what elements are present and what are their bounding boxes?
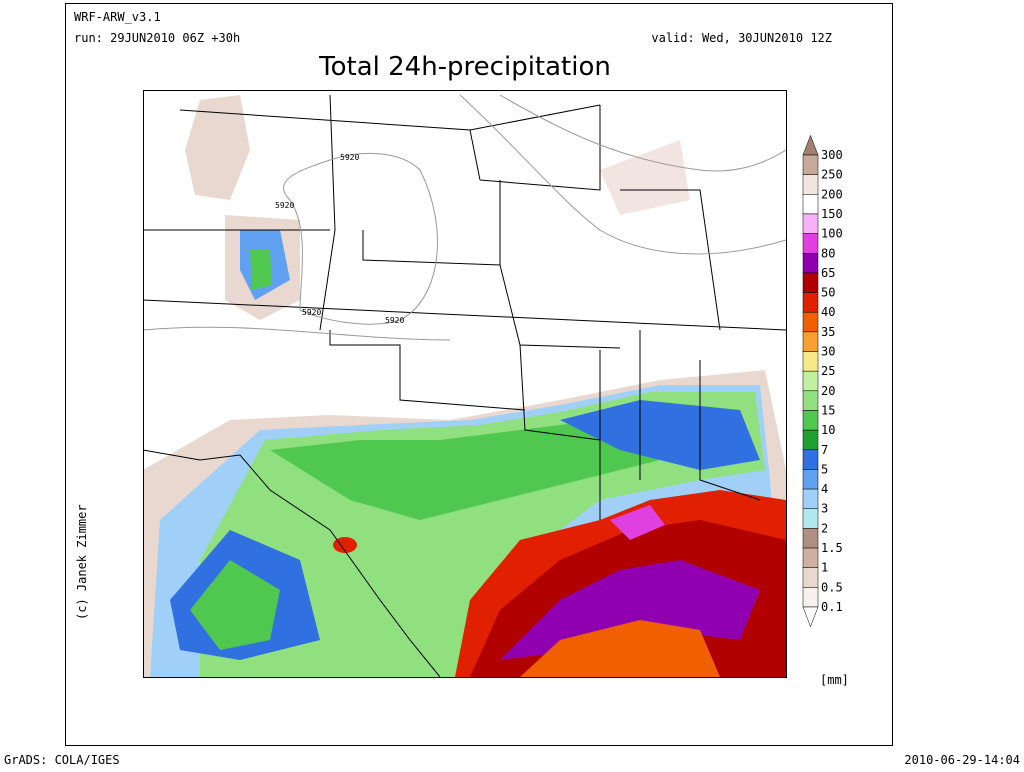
contour-label: 5920 bbox=[340, 153, 359, 162]
precip-area bbox=[560, 400, 760, 470]
colorbar-label: 25 bbox=[821, 364, 835, 378]
colorbar-label: 300 bbox=[821, 148, 843, 162]
colorbar-cell bbox=[802, 292, 819, 313]
colorbar-label: 7 bbox=[821, 443, 828, 457]
colorbar-cell bbox=[802, 567, 819, 588]
colorbar-cell bbox=[802, 272, 819, 293]
colorbar-label: 100 bbox=[821, 227, 843, 241]
valid-time: valid: Wed, 30JUN2010 12Z bbox=[651, 31, 832, 45]
colorbar-label: 0.5 bbox=[821, 580, 843, 594]
unit-label: [mm] bbox=[820, 673, 849, 687]
colorbar-label: 4 bbox=[821, 482, 828, 496]
colorbar-label: 30 bbox=[821, 345, 835, 359]
colorbar-label: 1 bbox=[821, 561, 828, 575]
colorbar-cell bbox=[802, 469, 819, 490]
colorbar-cell bbox=[802, 213, 819, 234]
precip-area bbox=[190, 560, 280, 650]
colorbar-cell bbox=[802, 449, 819, 470]
colorbar-cell bbox=[802, 410, 819, 431]
colorbar-label: 35 bbox=[821, 325, 835, 339]
colorbar-cell bbox=[802, 547, 819, 568]
precip-area bbox=[500, 560, 760, 660]
colorbar-cell bbox=[802, 429, 819, 451]
colorbar-cell bbox=[802, 253, 819, 274]
colorbar-cell bbox=[802, 194, 819, 215]
colorbar-cell bbox=[802, 370, 819, 392]
colorbar-label: 200 bbox=[821, 187, 843, 201]
colorbar-cell bbox=[802, 233, 819, 254]
contour-label: 5920 bbox=[385, 316, 404, 325]
model-name: WRF-ARW_v3.1 bbox=[74, 10, 161, 24]
colorbar-label: 1.5 bbox=[821, 541, 843, 555]
contour-label: 5920 bbox=[302, 308, 321, 317]
map-field bbox=[143, 94, 786, 677]
contour-label: 5920 bbox=[275, 201, 294, 210]
colorbar-label: 50 bbox=[821, 286, 835, 300]
precip-area bbox=[185, 95, 250, 200]
colorbar-arrow bbox=[802, 606, 819, 628]
contours bbox=[143, 94, 786, 341]
map-border bbox=[143, 90, 787, 678]
colorbar-cell bbox=[802, 351, 819, 372]
colorbar-cell bbox=[802, 331, 819, 352]
colorbar-label: 10 bbox=[821, 423, 835, 437]
precip-area bbox=[600, 140, 690, 215]
colorbar-label: 5 bbox=[821, 462, 828, 476]
credit: (c) Janek Zimmer bbox=[75, 504, 89, 620]
colorbar-label: 2 bbox=[821, 521, 828, 535]
colorbar-label: 65 bbox=[821, 266, 835, 280]
colorbar-label: 250 bbox=[821, 168, 843, 182]
colorbar-cell bbox=[802, 587, 819, 608]
colorbar-label: 0.1 bbox=[821, 600, 843, 614]
precip-area bbox=[333, 537, 357, 553]
colorbar-label: 80 bbox=[821, 246, 835, 260]
colorbar: 300 250 200 150 100 80 65 50 40 35 30 25 20 15 10 7 5 4 3 2… bbox=[802, 134, 843, 628]
precip-area bbox=[520, 620, 720, 677]
colorbar-cell bbox=[802, 154, 819, 175]
colorbar-cell bbox=[802, 311, 819, 333]
colorbar-label: 150 bbox=[821, 207, 843, 221]
colorbar-cell bbox=[802, 390, 819, 411]
precip-area bbox=[250, 250, 272, 290]
run-time: run: 29JUN2010 06Z +30h bbox=[74, 31, 240, 45]
colorbar-label: 40 bbox=[821, 305, 835, 319]
colorbar-label: 20 bbox=[821, 384, 835, 398]
footer-right: 2010-06-29-14:04 bbox=[904, 753, 1020, 767]
map-title: Total 24h-precipitation bbox=[318, 52, 611, 82]
colorbar-cell bbox=[802, 508, 819, 529]
colorbar-cell bbox=[802, 174, 819, 195]
colorbar-label: 15 bbox=[821, 403, 835, 417]
footer-left: GrADS: COLA/IGES bbox=[4, 753, 120, 767]
frame bbox=[65, 3, 893, 746]
precip-area bbox=[270, 410, 700, 520]
colorbar-cell bbox=[802, 488, 819, 509]
colorbar-label: 3 bbox=[821, 502, 828, 516]
precip-area bbox=[610, 505, 665, 540]
borders bbox=[143, 94, 786, 677]
colorbar-cell bbox=[802, 528, 819, 549]
